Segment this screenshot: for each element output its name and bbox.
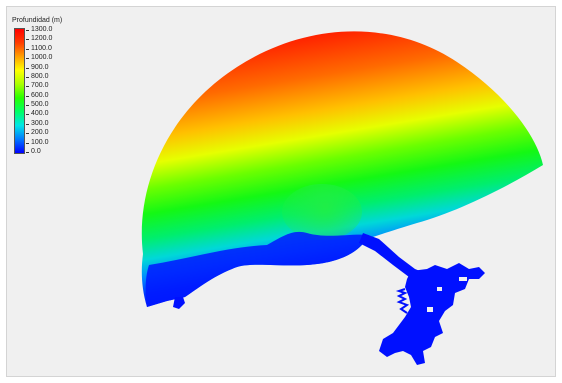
legend-tick-mark bbox=[26, 48, 29, 50]
legend-tick-label: 1300.0 bbox=[31, 26, 53, 33]
legend-tick-mark bbox=[26, 142, 29, 144]
legend-tick-mark bbox=[26, 95, 29, 97]
legend-tick-label: 700.0 bbox=[31, 82, 49, 90]
bay-islet bbox=[459, 277, 467, 281]
deep-water-fan bbox=[141, 31, 544, 308]
legend-tick-label: 800.0 bbox=[31, 72, 49, 80]
legend-tick-label: 300.0 bbox=[31, 119, 49, 127]
legend-tick-label: 1000.0 bbox=[31, 54, 53, 62]
legend-tick-mark bbox=[26, 30, 29, 31]
legend-tick-mark bbox=[26, 152, 29, 153]
legend-tick-mark bbox=[26, 67, 29, 69]
legend-title: Profundidad (m) bbox=[12, 17, 63, 24]
legend-tick-label: 200.0 bbox=[31, 129, 49, 137]
legend-tick-label: 1200.0 bbox=[31, 35, 53, 43]
bay-islet bbox=[427, 307, 433, 312]
legend-tick-mark bbox=[26, 105, 29, 107]
inlet-channel bbox=[359, 233, 425, 281]
legend-colorbar bbox=[14, 28, 25, 154]
legend-tick-label: 400.0 bbox=[31, 110, 49, 118]
legend-tick-mark bbox=[26, 39, 29, 41]
bathymetry-map[interactable] bbox=[7, 7, 556, 377]
legend-tick-label: 0.0 bbox=[31, 148, 41, 155]
depth-legend: Profundidad (m) 1300.0 1200.0 1100.0 1000.0… bbox=[12, 17, 92, 158]
coastal-spit bbox=[173, 297, 185, 309]
legend-tick-label: 500.0 bbox=[31, 101, 49, 109]
inner-bay bbox=[379, 263, 485, 365]
legend-tick-label: 1100.0 bbox=[31, 44, 52, 52]
bay-piers bbox=[395, 288, 410, 314]
legend-tick-mark bbox=[26, 123, 29, 125]
map-viewport[interactable]: Profundidad (m) 1300.0 1200.0 1100.0 1000.0… bbox=[6, 6, 556, 377]
legend-tick-mark bbox=[26, 76, 29, 78]
legend-tick-label: 600.0 bbox=[31, 91, 49, 99]
legend-tick-mark bbox=[26, 86, 29, 88]
legend-tick-mark bbox=[26, 133, 29, 135]
legend-tick-label: 100.0 bbox=[31, 138, 49, 146]
bay-islet bbox=[437, 287, 442, 291]
legend-tick-label: 900.0 bbox=[31, 63, 49, 71]
legend-tick-mark bbox=[26, 58, 29, 60]
canyon-shoal bbox=[282, 184, 362, 240]
coastal-shallow-band bbox=[145, 231, 369, 307]
legend-tick-mark bbox=[26, 114, 29, 116]
